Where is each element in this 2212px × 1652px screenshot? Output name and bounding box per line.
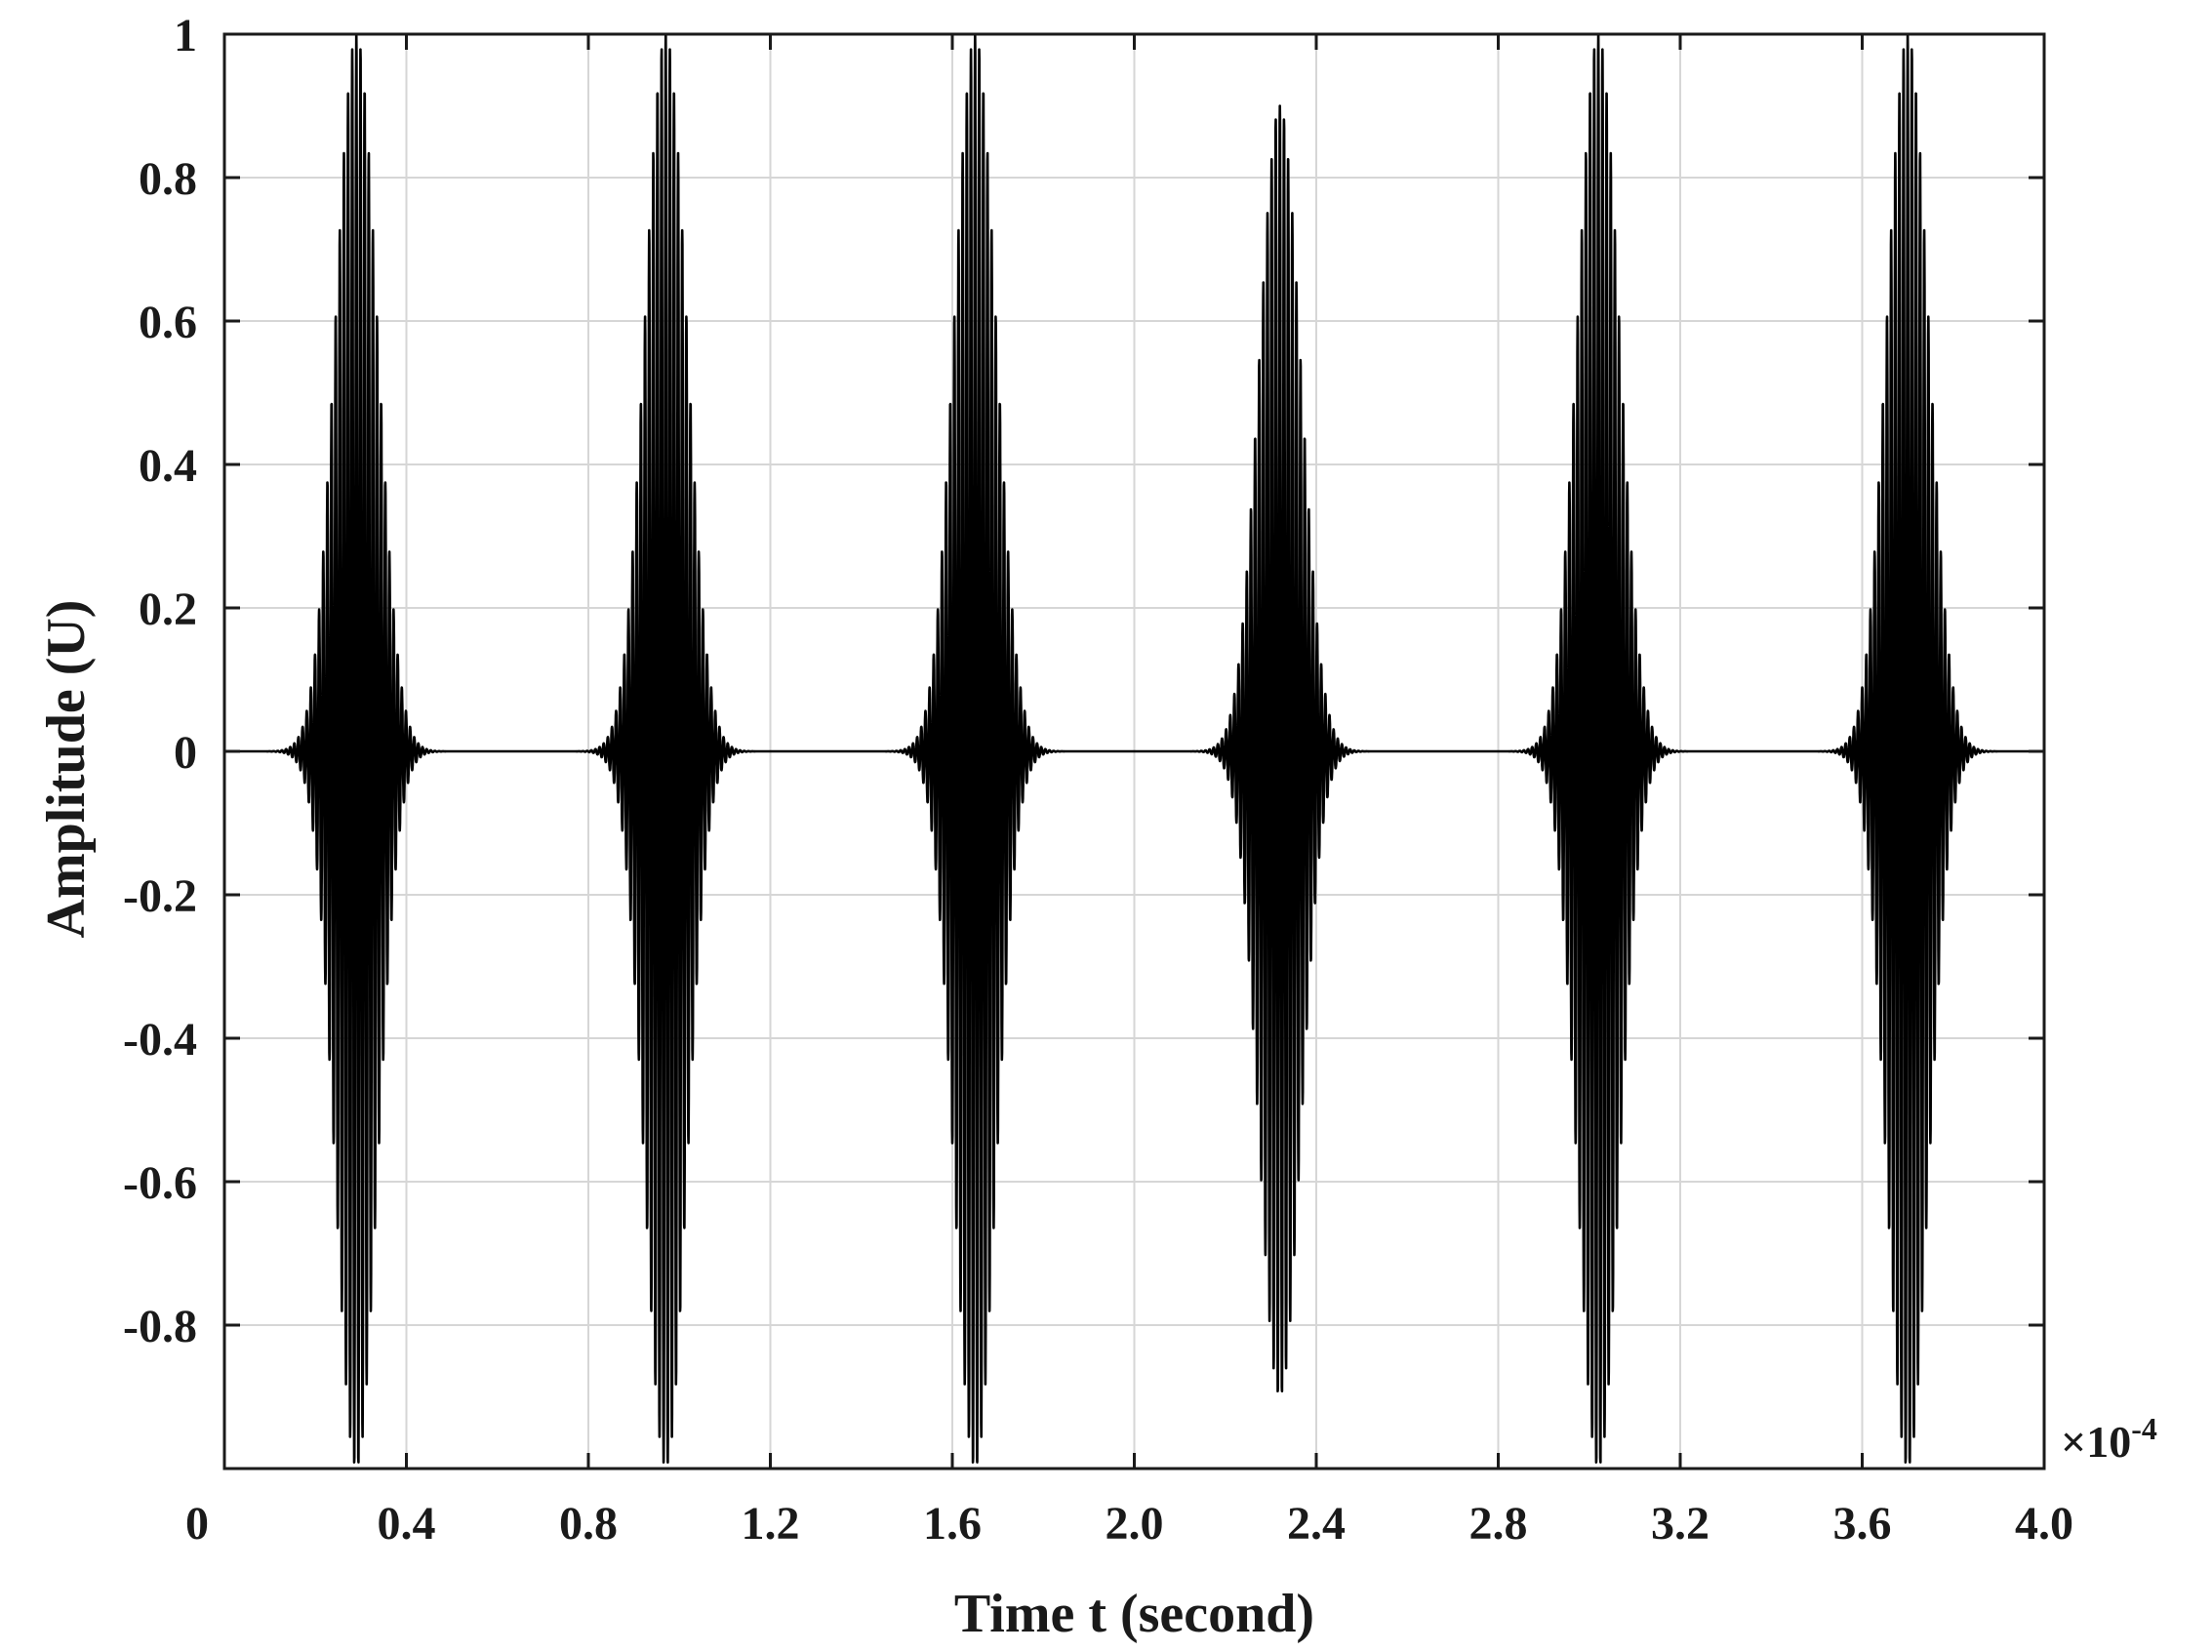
signal-series	[222, 32, 2046, 1464]
y-tick-label: -0.4	[123, 1014, 197, 1066]
x-tick-label: 4.0	[2015, 1498, 2073, 1550]
x-axis-exponent-power: -4	[2131, 1411, 2157, 1446]
y-tick-label: -0.2	[123, 870, 197, 922]
y-tick-label: -0.8	[123, 1301, 197, 1352]
x-axis-exponent: ×10-4	[2061, 1411, 2157, 1467]
x-tick-label: 0.8	[559, 1498, 618, 1550]
y-axis-label: Amplitude (U)	[36, 600, 97, 939]
y-tick-label: 0	[174, 727, 197, 779]
x-tick-label: 1.2	[742, 1498, 800, 1550]
y-tick-label: 0.8	[139, 153, 197, 205]
x-tick-label: 1.6	[923, 1498, 982, 1550]
x-axis-label: Time t (second)	[954, 1584, 1314, 1644]
y-tick-labels: -0.8 -0.6 -0.4 -0.2 0 0.2 0.4 0.6 0.8 1	[123, 10, 197, 1352]
x-tick-label: 3.6	[1833, 1498, 1892, 1550]
y-tick-label: -0.6	[123, 1157, 197, 1209]
x-axis-exponent-base: ×10	[2061, 1417, 2131, 1467]
axis-ticks	[222, 32, 2046, 1469]
x-tick-label: 2.0	[1106, 1498, 1164, 1550]
x-tick-labels: 0 0.4 0.8 1.2 1.6 2.0 2.4 2.8 3.2 3.6 4.0	[185, 1498, 2073, 1550]
x-tick-label: 2.4	[1287, 1498, 1346, 1550]
y-tick-label: 0.2	[139, 584, 197, 635]
y-tick-label: 0.6	[139, 297, 197, 348]
y-tick-label: 0.4	[139, 440, 197, 492]
y-tick-label: 1	[174, 10, 197, 61]
x-tick-label: 3.2	[1651, 1498, 1709, 1550]
x-tick-label: 0.4	[378, 1498, 436, 1550]
x-tick-label: 2.8	[1469, 1498, 1528, 1550]
x-tick-label: 0	[185, 1498, 209, 1550]
signal-line	[222, 32, 2046, 1464]
